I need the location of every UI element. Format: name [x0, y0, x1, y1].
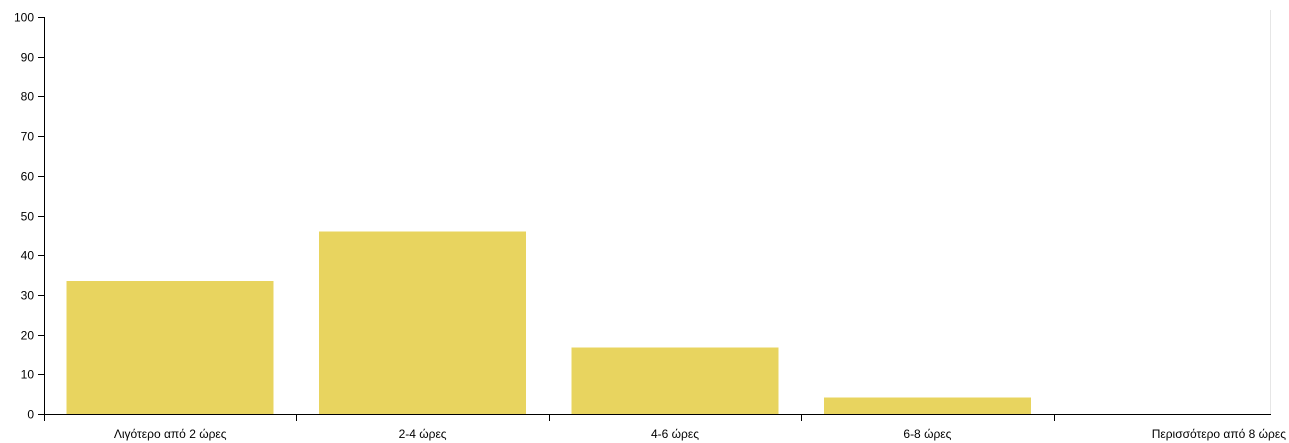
bar [571, 347, 779, 414]
bar [319, 231, 527, 414]
y-tick-label: 100 [14, 11, 34, 25]
y-tick-label: 20 [21, 329, 35, 343]
y-tick-label: 70 [21, 130, 35, 144]
bar [66, 281, 274, 414]
bars-group [66, 231, 1031, 414]
y-tick-label: 80 [21, 90, 35, 104]
y-axis: 0 10 20 30 40 50 60 70 80 90 100 [14, 11, 45, 422]
y-tick-label: 90 [21, 51, 35, 65]
x-tick-label: 4-6 ώρες [651, 427, 699, 441]
y-tick-label: 30 [21, 289, 35, 303]
x-tick-label: Λιγότερο από 2 ώρες [114, 427, 227, 441]
x-tick-label: 6-8 ώρες [903, 427, 951, 441]
y-tick-label: 0 [27, 408, 34, 422]
y-tick-label: 50 [21, 210, 35, 224]
y-tick-label: 60 [21, 170, 35, 184]
bar [823, 397, 1031, 414]
x-tick-label: Περισσότερο από 8 ώρες [1152, 427, 1287, 441]
y-tick-label: 40 [21, 249, 35, 263]
x-axis: Λιγότερο από 2 ώρες 2-4 ώρες 4-6 ώρες 6-8 ώ… [44, 414, 1286, 441]
x-tick-label: 2-4 ώρες [399, 427, 447, 441]
y-tick-label: 10 [21, 368, 35, 382]
